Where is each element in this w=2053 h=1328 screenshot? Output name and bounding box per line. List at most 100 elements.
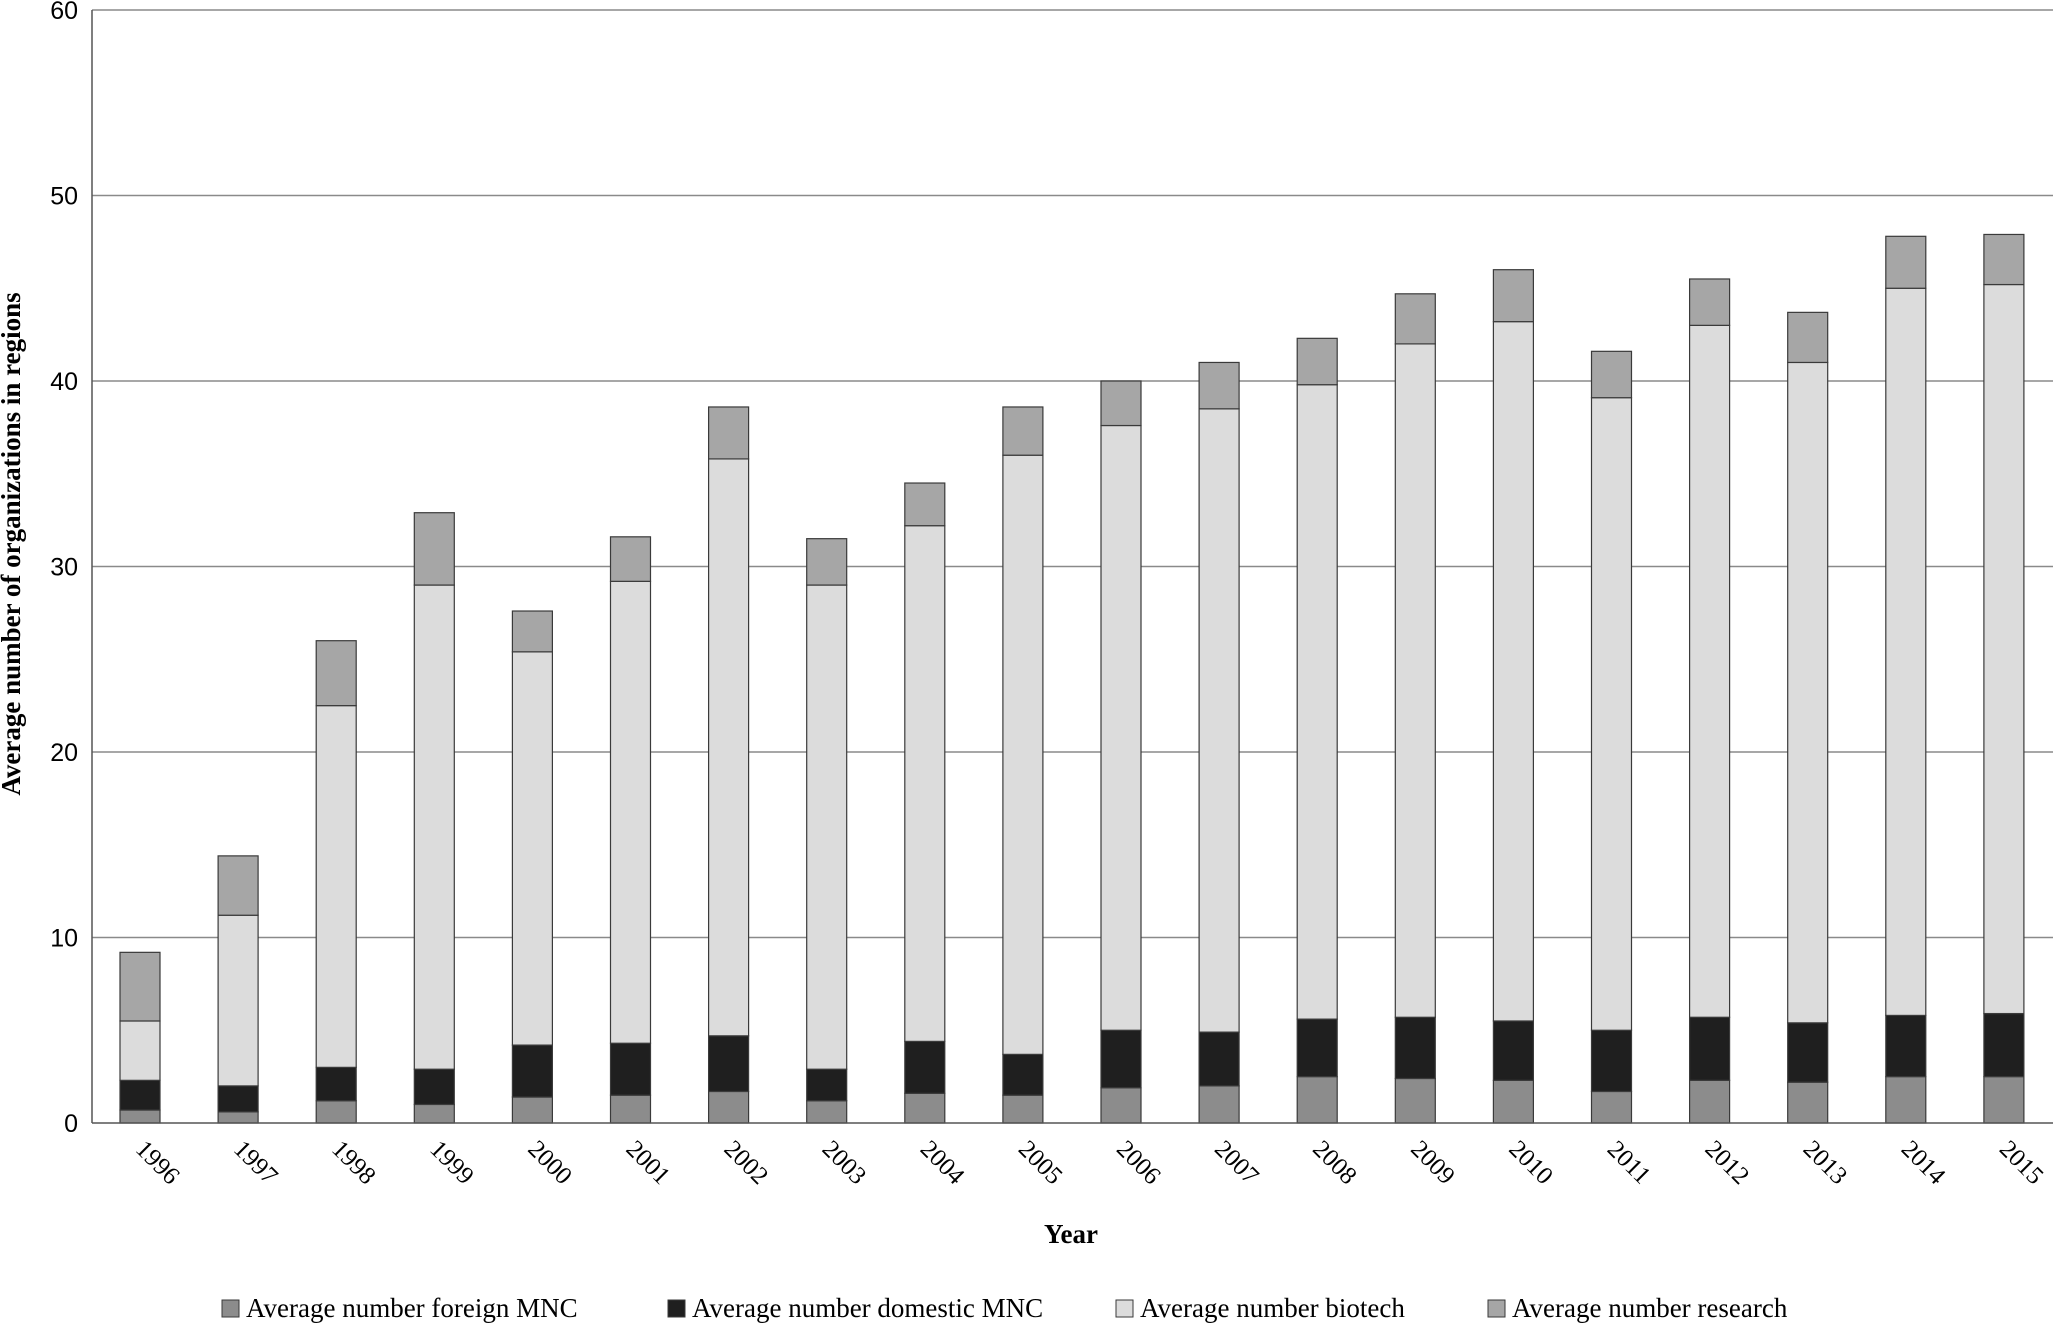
y-tick-label: 60 (50, 0, 78, 25)
bar-segment-2-2013 (1787, 1022, 1829, 1083)
bar-segment-4-2015 (1983, 233, 2025, 286)
x-tick-label: 2006 (1111, 1135, 1165, 1189)
y-tick-label: 40 (50, 368, 78, 396)
bar-segment-3-2006 (1100, 424, 1142, 1031)
legend-label: Average number research (1512, 1293, 1788, 1323)
y-tick-label: 30 (50, 554, 78, 582)
legend-label: Average number domestic MNC (692, 1293, 1043, 1323)
x-tick-label: 2014 (1896, 1135, 1951, 1190)
bar-segment-3-2005 (1002, 454, 1044, 1055)
x-tick-label: 2013 (1798, 1135, 1852, 1189)
bar-segment-1-2004 (904, 1092, 946, 1124)
bar-segment-1-2006 (1100, 1087, 1142, 1124)
legend-swatch (1115, 1299, 1134, 1318)
bar-segment-2-2000 (511, 1044, 554, 1098)
bar-segment-1-1998 (315, 1100, 357, 1124)
bar-segment-4-2006 (1100, 380, 1142, 427)
bar-segment-4-2007 (1198, 361, 1240, 410)
bar-segment-4-2000 (511, 610, 554, 653)
bar-segment-3-2007 (1198, 408, 1240, 1033)
bar-segment-1-1996 (119, 1109, 161, 1124)
bar-segment-2-2011 (1590, 1029, 1633, 1093)
bar-segment-2-2009 (1394, 1016, 1436, 1080)
x-tick-label: 2003 (817, 1135, 871, 1189)
x-tick-label: 2000 (522, 1135, 576, 1189)
x-tick-label: 1999 (424, 1135, 478, 1189)
y-axis-title: Average number of organizations in regio… (0, 292, 26, 795)
x-tick-label: 2002 (719, 1135, 773, 1189)
bar-segment-4-1999 (413, 512, 455, 586)
bar-segment-2-2007 (1198, 1031, 1240, 1087)
axes (91, 10, 2053, 1124)
bar-segment-2-1999 (413, 1068, 455, 1106)
bar-segment-3-2013 (1787, 361, 1829, 1024)
x-tick-label: 1997 (228, 1135, 282, 1189)
bar-segment-2-2002 (707, 1035, 750, 1093)
bar-segment-4-2009 (1394, 293, 1436, 345)
x-tick-label: 2010 (1503, 1135, 1557, 1189)
bar-segment-1-2001 (609, 1094, 652, 1124)
legend-swatch (221, 1299, 240, 1318)
y-tick-label: 0 (64, 1110, 78, 1138)
bar-segment-2-2004 (904, 1040, 946, 1094)
bar-segment-3-2011 (1590, 397, 1633, 1031)
bar-segment-4-1996 (119, 951, 161, 1022)
y-tick-label: 10 (50, 925, 78, 953)
bar-segment-1-2000 (511, 1096, 554, 1124)
bar-segment-4-2005 (1002, 406, 1044, 456)
bar-segment-1-2002 (707, 1090, 750, 1124)
x-tick-label: 2005 (1013, 1135, 1067, 1189)
bar-segment-3-2010 (1492, 321, 1535, 1022)
bar-segment-4-2011 (1590, 350, 1633, 399)
bar-segment-4-1998 (315, 640, 357, 707)
bar-segment-4-2012 (1688, 278, 1731, 326)
bar-segment-1-2012 (1688, 1079, 1731, 1124)
bar-segment-1-2014 (1885, 1076, 1927, 1124)
bar-segment-2-1998 (315, 1066, 357, 1102)
bar-segment-3-2002 (707, 458, 750, 1037)
bar-segment-2-2012 (1688, 1016, 1731, 1081)
bar-segment-1-2011 (1590, 1090, 1633, 1124)
x-tick-label: 2007 (1209, 1135, 1263, 1189)
bar-segment-4-2010 (1492, 269, 1535, 323)
y-tick-labels: 0 10 20 30 40 50 60 (50, 0, 78, 1138)
y-tick-label: 20 (50, 739, 78, 767)
bar-segment-4-1997 (217, 855, 259, 916)
bar-segment-4-2002 (707, 406, 750, 460)
x-tick-label: 1996 (130, 1135, 184, 1189)
legend-label: Average number foreign MNC (246, 1293, 578, 1323)
bar-segment-1-2015 (1983, 1076, 2025, 1124)
y-tick-label: 50 (50, 183, 78, 211)
bar-segment-1-2007 (1198, 1085, 1240, 1124)
bar-segment-1-2003 (806, 1100, 848, 1124)
bar-segment-4-2004 (904, 482, 946, 527)
legend: Average number foreign MNC Average number… (221, 1293, 1788, 1323)
bar-segment-1-2013 (1787, 1081, 1829, 1124)
legend-label: Average number biotech (1140, 1293, 1405, 1323)
x-tick-label: 2011 (1602, 1136, 1656, 1190)
bar-segment-4-2013 (1787, 311, 1829, 364)
x-tick-label: 1998 (326, 1135, 380, 1189)
x-tick-label: 2004 (915, 1135, 970, 1190)
bar-segment-3-2014 (1885, 287, 1927, 1017)
bar-segment-1-1999 (413, 1103, 455, 1124)
bar-segment-3-2000 (511, 651, 554, 1046)
bar-segment-4-2003 (806, 538, 848, 586)
bar-segment-2-1996 (119, 1079, 161, 1111)
bar-segment-4-2008 (1296, 337, 1338, 386)
bar-segment-3-1997 (217, 914, 259, 1087)
bar-segment-2-1997 (217, 1085, 259, 1113)
bar-segment-2-2006 (1100, 1029, 1142, 1089)
bar-segment-3-2012 (1688, 324, 1731, 1018)
bar-segment-2-2001 (609, 1042, 652, 1096)
bar-segment-1-1997 (217, 1111, 259, 1124)
bar-segment-4-2001 (609, 536, 652, 582)
x-tick-label: 2009 (1405, 1135, 1459, 1189)
bar-segment-3-2001 (609, 580, 652, 1044)
legend-swatch (1487, 1299, 1506, 1318)
bar-segment-3-1996 (119, 1020, 161, 1081)
bar-segment-3-1998 (315, 705, 357, 1068)
bar-segment-3-2004 (904, 525, 946, 1042)
bar-segment-3-2003 (806, 584, 848, 1070)
x-tick-label: 2008 (1307, 1135, 1361, 1189)
